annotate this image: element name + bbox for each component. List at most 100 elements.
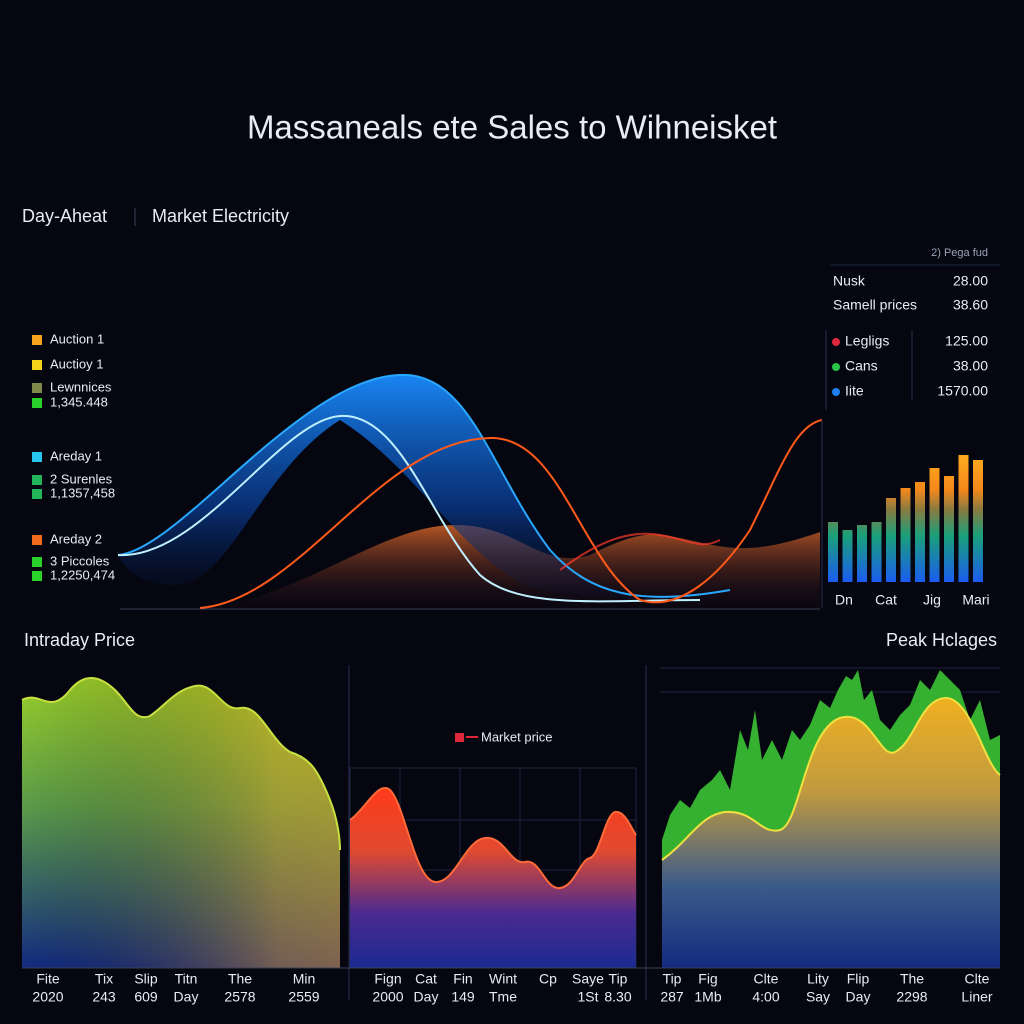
intraday-panel bbox=[21, 677, 341, 968]
legend-value: 125.00 bbox=[945, 333, 988, 349]
x-label: Clte bbox=[965, 971, 990, 987]
x-label: Fite bbox=[36, 971, 60, 987]
row-value: 38.60 bbox=[953, 297, 988, 313]
legend-swatch bbox=[32, 383, 42, 393]
x-label: Min bbox=[293, 971, 316, 987]
legend-label: 1,2250,474 bbox=[50, 567, 115, 582]
x-label: Say bbox=[806, 989, 830, 1005]
x-label: 1St bbox=[577, 989, 598, 1005]
curve bbox=[21, 677, 341, 851]
legend-label: Legligs bbox=[845, 333, 889, 349]
area bbox=[22, 677, 340, 968]
x-label: Lity bbox=[807, 971, 829, 987]
legend-label: Areday 1 bbox=[50, 448, 102, 463]
legend-label: 1,1357,458 bbox=[50, 485, 115, 500]
legend-swatch bbox=[32, 452, 42, 462]
header-left: Day-Aheat bbox=[22, 206, 107, 226]
legend-dot bbox=[832, 338, 840, 346]
x-label: Flip bbox=[847, 971, 870, 987]
caption: 2) Pega fud bbox=[931, 247, 988, 259]
x-label: Day bbox=[174, 989, 199, 1005]
bar bbox=[973, 460, 983, 582]
legend-swatch bbox=[32, 398, 42, 408]
area bbox=[662, 697, 1000, 968]
legend-label: Cans bbox=[845, 358, 878, 374]
bar-panel: Dn Cat Jig Mari bbox=[821, 420, 990, 608]
x-label: Dn bbox=[835, 592, 853, 608]
x-label: 287 bbox=[660, 989, 684, 1005]
x-label: Jig bbox=[923, 592, 941, 608]
peak-panel bbox=[660, 667, 1001, 968]
x-label: 8.30 bbox=[604, 989, 631, 1005]
bar bbox=[915, 482, 925, 582]
x-label: Mari bbox=[962, 592, 989, 608]
x-label: Liner bbox=[961, 989, 992, 1005]
legend-label: Market price bbox=[481, 729, 553, 744]
legend-label: Auction 1 bbox=[50, 331, 104, 346]
curve bbox=[661, 696, 1001, 861]
bar bbox=[828, 522, 838, 582]
row-value: 28.00 bbox=[953, 273, 988, 289]
x-label: Cat bbox=[415, 971, 437, 987]
panel-title: Peak Hclages bbox=[886, 630, 997, 650]
legend-swatch bbox=[32, 535, 42, 545]
x-label: 2559 bbox=[288, 989, 319, 1005]
legend-label: 2 Surenles bbox=[50, 471, 113, 486]
x-label: 609 bbox=[134, 989, 158, 1005]
x-label: 2000 bbox=[372, 989, 403, 1005]
x-label: Wint bbox=[489, 971, 517, 987]
x-label: The bbox=[900, 971, 924, 987]
header-right: Market Electricity bbox=[152, 206, 289, 226]
x-label: Tip bbox=[663, 971, 682, 987]
x-label: Day bbox=[414, 989, 439, 1005]
x-label: Saye bbox=[572, 971, 604, 987]
legend-label: 1,345.448 bbox=[50, 394, 108, 409]
bar bbox=[871, 522, 882, 582]
x-label: Cat bbox=[875, 592, 897, 608]
x-label: 2020 bbox=[32, 989, 63, 1005]
legend-label: 3 Piccoles bbox=[50, 553, 110, 568]
day-ahead-chart bbox=[117, 373, 823, 610]
curve bbox=[559, 532, 721, 571]
legend-value: 1570.00 bbox=[937, 383, 988, 399]
row-label: Samell prices bbox=[833, 297, 917, 313]
x-label: 243 bbox=[92, 989, 116, 1005]
x-label: Cp bbox=[539, 971, 557, 987]
legend-swatch bbox=[32, 360, 42, 370]
curve bbox=[117, 414, 701, 603]
x-label: Fig bbox=[698, 971, 717, 987]
legend-label: Lewnnices bbox=[50, 379, 112, 394]
bar bbox=[929, 468, 940, 582]
legend-swatch bbox=[455, 733, 464, 742]
area bbox=[350, 787, 636, 968]
x-label: Tme bbox=[489, 989, 517, 1005]
legend-swatch bbox=[32, 489, 42, 499]
x-label: Fign bbox=[374, 971, 401, 987]
legend-swatch bbox=[32, 557, 42, 567]
x-label: 2298 bbox=[896, 989, 927, 1005]
x-label: Slip bbox=[134, 971, 158, 987]
summary: Nusk 28.00 Samell prices 38.60 Legligs 125.00… bbox=[832, 273, 988, 399]
curve bbox=[349, 787, 637, 889]
panel-title: Intraday Price bbox=[24, 630, 135, 650]
legend-value: 38.00 bbox=[953, 358, 988, 374]
x-label: The bbox=[228, 971, 252, 987]
legend-swatch bbox=[32, 475, 42, 485]
legend-swatch bbox=[32, 571, 42, 581]
bar bbox=[857, 525, 867, 582]
bar bbox=[944, 476, 954, 582]
bar bbox=[886, 498, 896, 582]
bar bbox=[842, 530, 853, 582]
x-label: 4:00 bbox=[752, 989, 779, 1005]
legend-label: Iite bbox=[845, 383, 864, 399]
x-label: 1Mb bbox=[694, 989, 721, 1005]
legend-label: Areday 2 bbox=[50, 531, 102, 546]
area bbox=[118, 374, 730, 599]
market-panel: Market price bbox=[349, 729, 637, 969]
legend-swatch bbox=[32, 335, 42, 345]
x-label: Tix bbox=[95, 971, 113, 987]
title: Massaneals ete Sales to Wihneisket bbox=[247, 109, 777, 146]
